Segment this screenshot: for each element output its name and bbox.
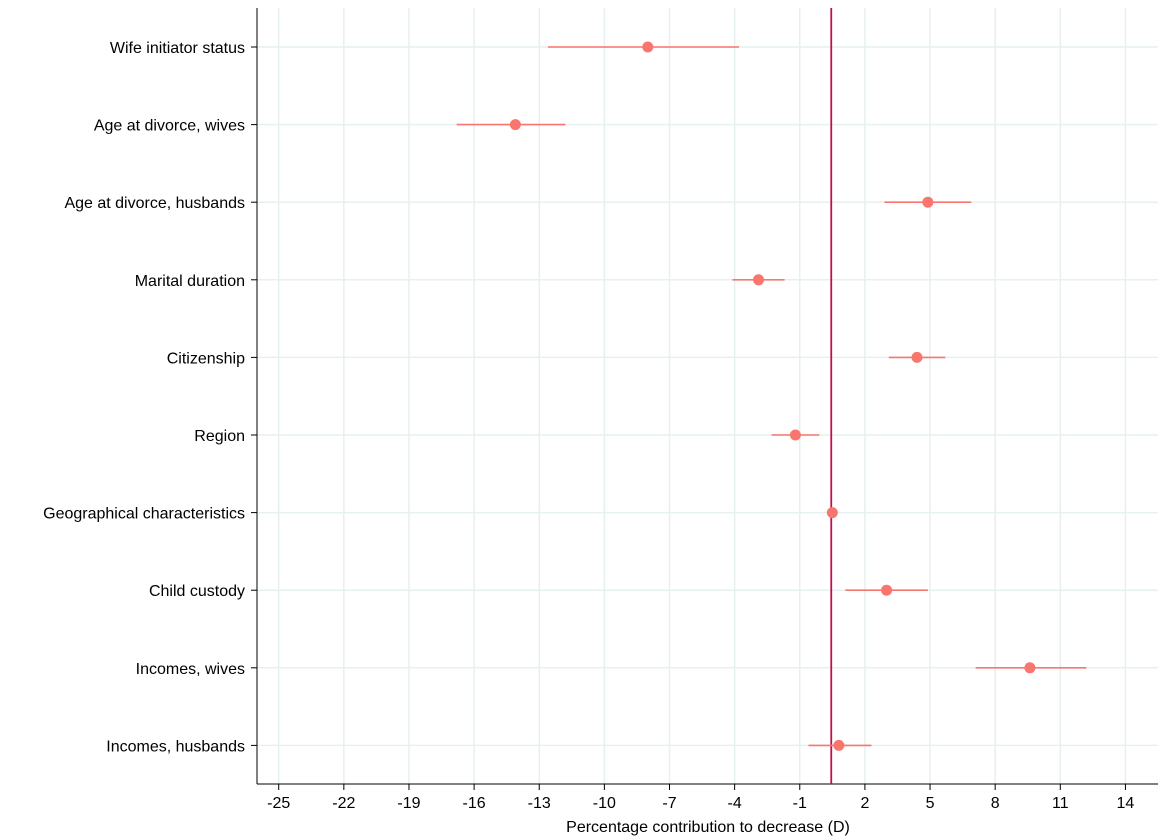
estimate-point	[922, 196, 934, 208]
category-label: Incomes, husbands	[106, 738, 245, 755]
category-label-layer: Wife initiator status Age at divorce, wiv…	[43, 40, 245, 755]
x-tick-label: -19	[397, 795, 420, 812]
estimate-point	[826, 507, 838, 519]
category-label: Wife initiator status	[110, 40, 245, 57]
x-tick-label: 14	[1117, 795, 1135, 812]
x-tick-label: -16	[463, 795, 486, 812]
category-label: Child custody	[149, 583, 245, 600]
x-tick-label: -22	[332, 795, 355, 812]
axis-layer	[251, 8, 1158, 790]
point-layer	[509, 41, 1036, 751]
category-label: Age at divorce, husbands	[64, 195, 245, 212]
estimate-point	[789, 429, 801, 441]
estimate-point	[753, 274, 765, 286]
x-tick-label: 5	[926, 795, 935, 812]
estimate-point	[509, 119, 521, 131]
estimate-point	[881, 584, 893, 596]
x-axis-title: Percentage contribution to decrease (D)	[566, 819, 850, 836]
x-tick-label: 2	[860, 795, 869, 812]
category-label: Citizenship	[167, 350, 245, 367]
x-tick-label: -4	[728, 795, 742, 812]
confidence-interval-layer	[456, 46, 1087, 747]
category-label: Marital duration	[135, 273, 245, 290]
estimate-point	[833, 739, 845, 751]
category-label: Age at divorce, wives	[94, 118, 245, 135]
x-tick-label: -25	[267, 795, 290, 812]
estimate-point	[1024, 662, 1036, 674]
x-tick-label: 11	[1052, 795, 1069, 812]
estimate-point	[911, 351, 923, 363]
category-label: Incomes, wives	[136, 661, 245, 678]
x-tick-label: -1	[793, 795, 807, 812]
estimate-point	[642, 41, 654, 53]
category-label: Region	[194, 428, 245, 445]
x-tick-label: 8	[991, 795, 1000, 812]
category-label: Geographical characteristics	[43, 506, 245, 523]
x-tick-label: -7	[662, 795, 676, 812]
x-tick-label: -10	[593, 795, 616, 812]
x-tick-label-layer: -25 -22 -19 -16 -13 -10 -7 -4 -1 2 5 8 11 14	[267, 795, 1134, 812]
x-tick-label: -13	[528, 795, 551, 812]
